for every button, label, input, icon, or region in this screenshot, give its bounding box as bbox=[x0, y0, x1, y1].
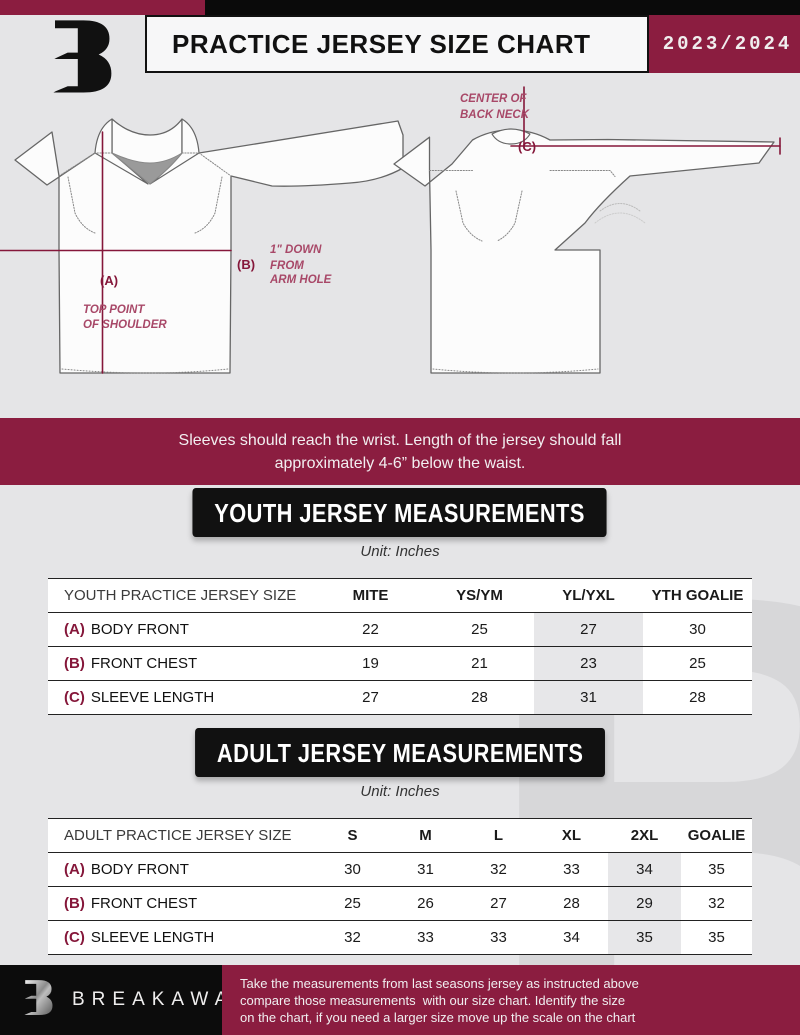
svg-text:CENTER OF: CENTER OF bbox=[460, 93, 527, 105]
svg-text:BACK NECK: BACK NECK bbox=[460, 109, 530, 121]
svg-text:OF SHOULDER: OF SHOULDER bbox=[83, 319, 167, 331]
svg-text:ARM HOLE: ARM HOLE bbox=[269, 274, 332, 286]
svg-text:(A): (A) bbox=[100, 273, 118, 288]
svg-text:(B): (B) bbox=[237, 257, 255, 272]
svg-text:(C): (C) bbox=[518, 139, 536, 154]
svg-text:1" DOWN: 1" DOWN bbox=[270, 244, 322, 256]
svg-text:FROM: FROM bbox=[270, 260, 304, 272]
svg-text:TOP POINT: TOP POINT bbox=[83, 304, 145, 316]
